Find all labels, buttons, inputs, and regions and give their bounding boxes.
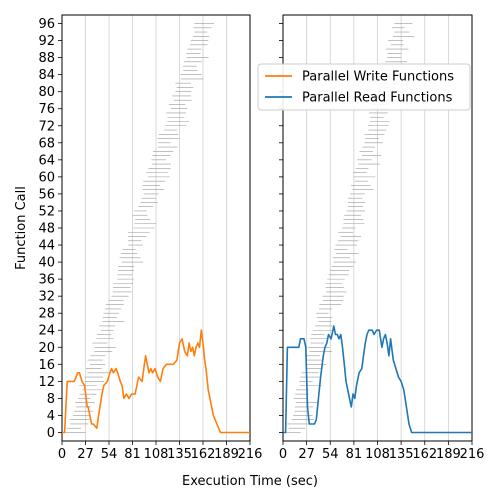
y-tick-label: 24: [38, 324, 55, 339]
y-tick-label: 40: [38, 256, 55, 271]
function-call-bars: [63, 23, 215, 433]
panel-left: 0 27 54 81 108135162189216048121620242832364…: [38, 14, 263, 462]
x-tick-label: 135: [167, 447, 192, 462]
x-tick-label: 0: [58, 447, 66, 462]
x-tick-label: 0: [279, 447, 287, 462]
x-tick-label: 162: [191, 447, 216, 462]
y-tick-label: 52: [38, 204, 55, 219]
y-tick-label: 68: [38, 136, 55, 151]
x-tick-label: 189: [436, 447, 461, 462]
y-tick-label: 16: [38, 358, 55, 373]
y-tick-label: 28: [38, 307, 55, 322]
y-tick-label: 48: [38, 222, 55, 237]
x-tick-label: 216: [238, 447, 263, 462]
y-tick-label: 88: [38, 51, 55, 66]
x-tick-label: 189: [214, 447, 239, 462]
y-tick-label: 92: [38, 34, 55, 49]
y-tick-label: 8: [47, 392, 55, 407]
x-axis-label: Execution Time (sec): [182, 474, 318, 489]
y-tick-label: 20: [38, 341, 55, 356]
y-tick-label: 0: [47, 426, 55, 441]
y-tick-label: 64: [38, 153, 55, 168]
x-tick-label: 81: [346, 447, 363, 462]
legend-entry: Parallel Read Functions: [302, 91, 453, 106]
x-tick-label: 108: [144, 447, 169, 462]
x-tick-label: 54: [322, 447, 339, 462]
x-tick-label: 81: [124, 447, 141, 462]
x-tick-label: 27: [77, 447, 94, 462]
y-tick-label: 80: [38, 85, 55, 100]
x-tick-label: 162: [412, 447, 437, 462]
y-tick-label: 72: [38, 119, 55, 134]
y-tick-label: 32: [38, 290, 55, 305]
series-line-write: [62, 329, 250, 434]
y-tick-label: 44: [38, 239, 55, 254]
x-tick-label: 216: [460, 447, 485, 462]
y-tick-label: 84: [38, 68, 55, 83]
legend-entry: Parallel Write Functions: [302, 70, 454, 85]
y-tick-label: 56: [38, 187, 55, 202]
x-tick-label: 27: [298, 447, 315, 462]
y-tick-label: 4: [47, 409, 55, 424]
y-tick-label: 36: [38, 273, 55, 288]
y-tick-label: 96: [38, 17, 55, 32]
y-tick-label: 12: [38, 375, 55, 390]
y-axis-label: Function Call: [14, 186, 29, 270]
y-tick-label: 60: [38, 170, 55, 185]
legend-box: [257, 63, 471, 111]
x-tick-label: 54: [101, 447, 118, 462]
function-call-bars: [286, 23, 415, 433]
x-tick-label: 108: [365, 447, 390, 462]
x-tick-label: 135: [389, 447, 414, 462]
series-line-read: [283, 325, 472, 434]
legend: Parallel Write Functions Parallel Read Fu…: [257, 63, 471, 111]
y-tick-label: 76: [38, 102, 55, 117]
